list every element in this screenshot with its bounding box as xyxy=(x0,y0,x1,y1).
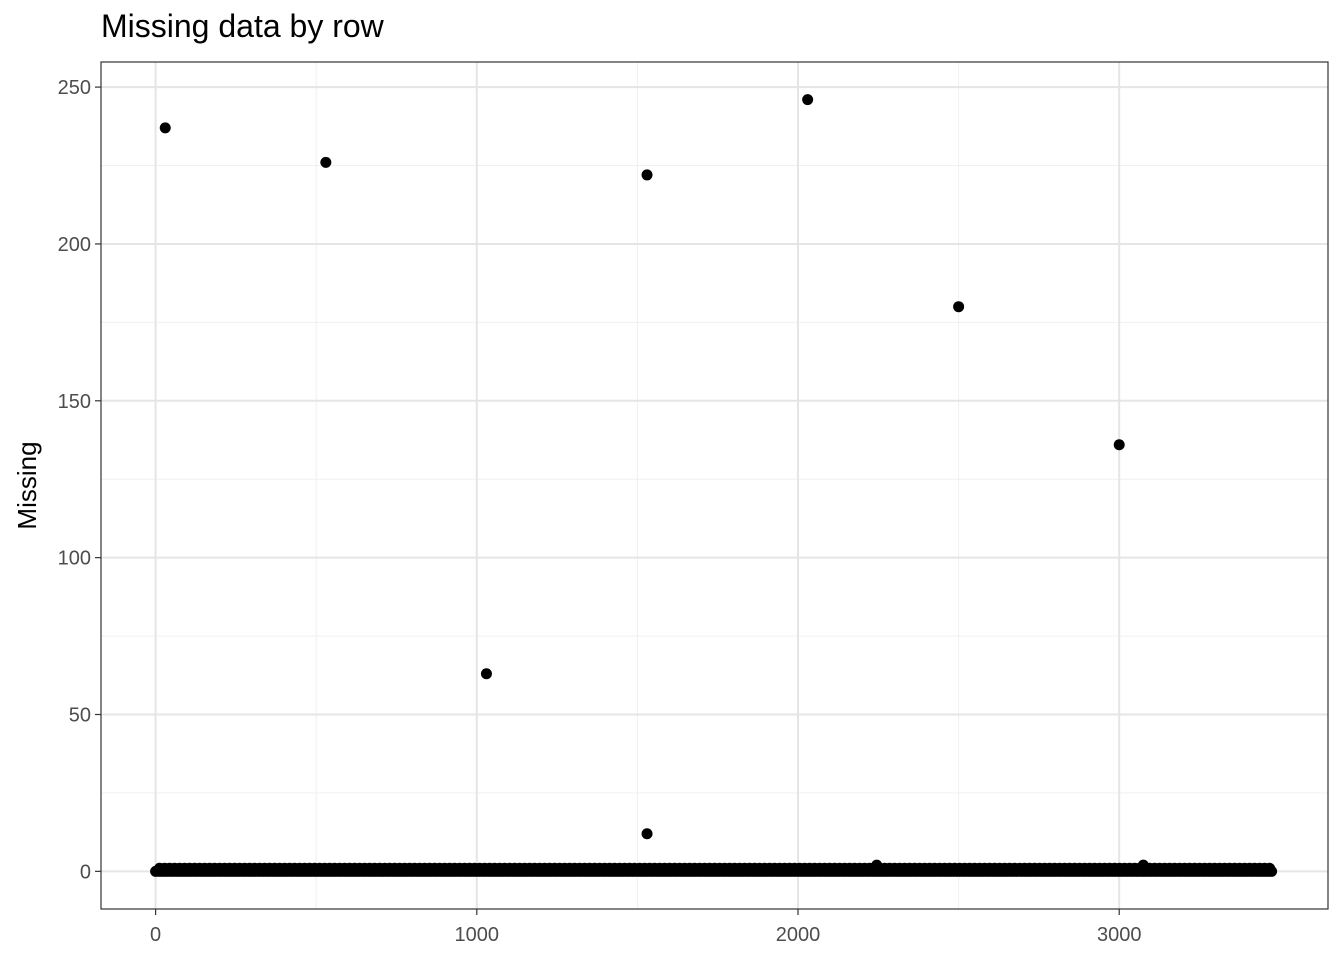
baseline-points xyxy=(150,862,1278,877)
y-axis-ticks: 0 50 100 150 200 250 xyxy=(58,77,101,883)
data-point xyxy=(320,156,332,168)
y-tick-label: 0 xyxy=(80,861,91,883)
panel-border xyxy=(100,61,1329,910)
data-point xyxy=(1113,439,1125,451)
x-tick-label: 3000 xyxy=(1097,924,1142,946)
data-point xyxy=(953,301,965,313)
data-point xyxy=(871,859,883,871)
data-point xyxy=(641,169,653,181)
x-tick-label: 1000 xyxy=(455,924,500,946)
data-point xyxy=(159,122,171,134)
y-axis-title: Missing xyxy=(12,441,42,529)
y-tick-label: 100 xyxy=(58,548,91,570)
y-tick-label: 150 xyxy=(58,391,91,413)
panel-background xyxy=(101,62,1328,909)
y-tick-label: 50 xyxy=(69,705,91,727)
x-tick-label: 0 xyxy=(150,924,161,946)
x-axis-ticks: 0 1000 2000 3000 xyxy=(150,909,1141,946)
grid-lines xyxy=(101,62,1328,909)
data-point xyxy=(641,828,653,840)
data-point xyxy=(480,668,492,680)
y-tick-label: 200 xyxy=(58,234,91,256)
y-tick-label: 250 xyxy=(58,77,91,99)
data-points xyxy=(159,94,1149,871)
data-point xyxy=(802,94,814,106)
baseline-point-high xyxy=(1264,862,1276,874)
chart-title: Missing data by row xyxy=(101,8,384,44)
x-tick-label: 2000 xyxy=(776,924,821,946)
data-point xyxy=(1137,859,1149,871)
